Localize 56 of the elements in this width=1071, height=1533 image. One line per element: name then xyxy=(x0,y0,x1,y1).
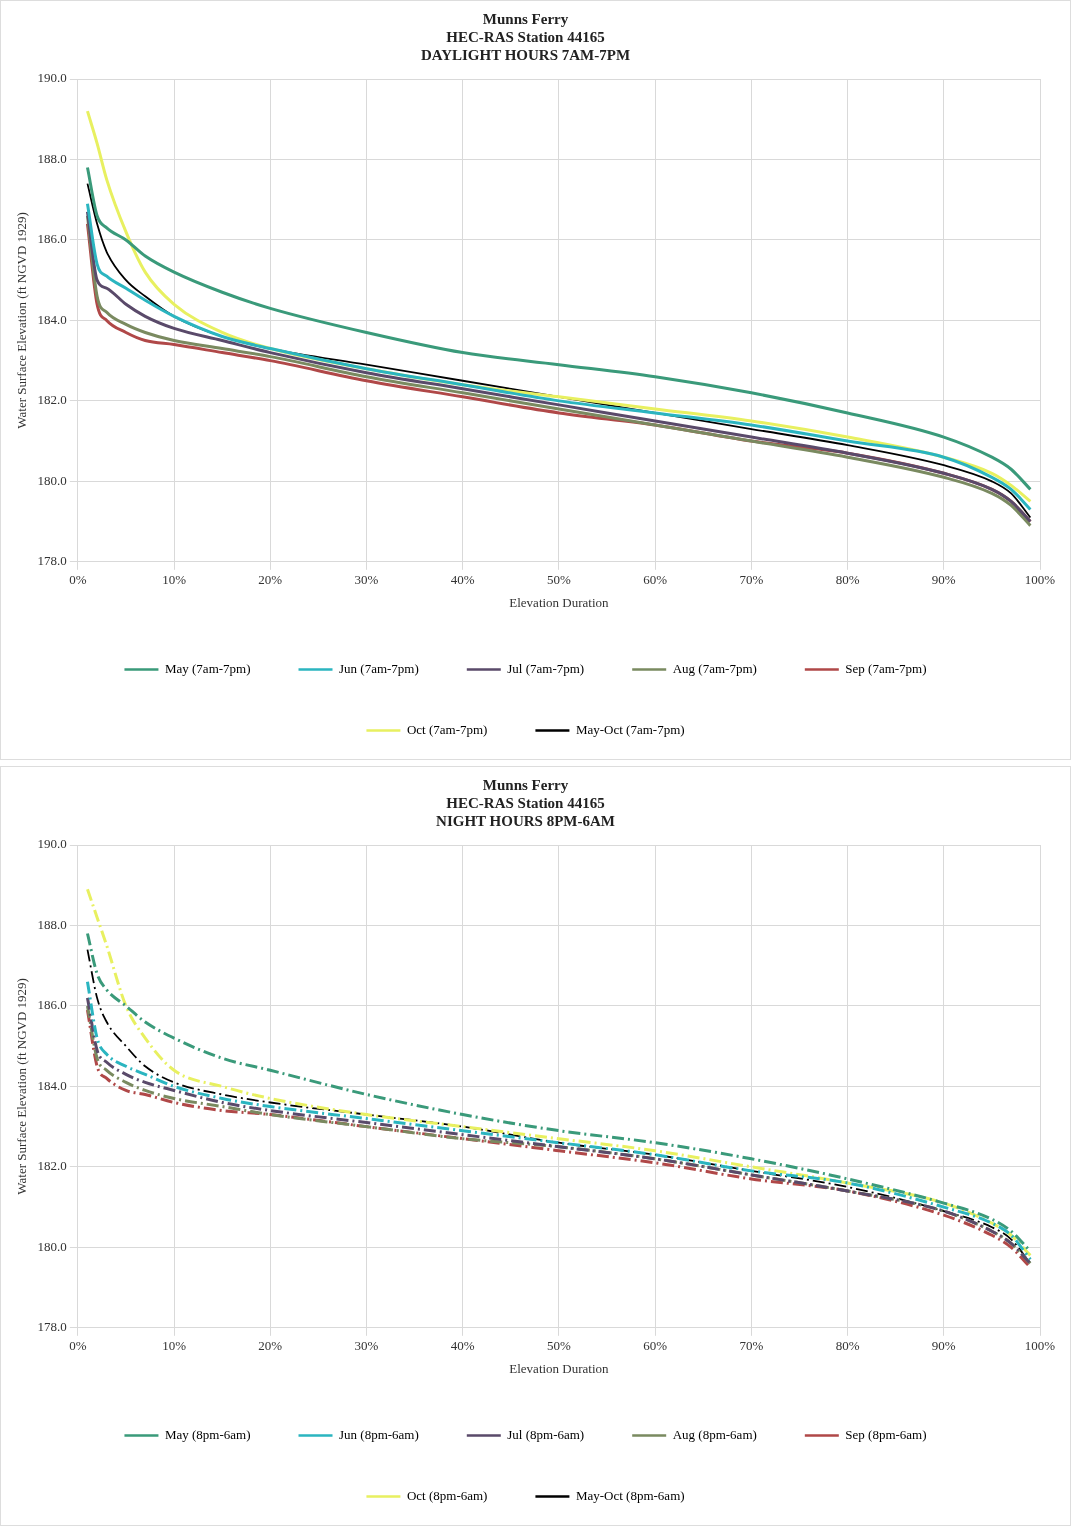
x-axis-title: Elevation Duration xyxy=(509,1360,610,1376)
legend-label: Aug (7am-7pm) xyxy=(672,660,757,676)
y-tick-label: 180.0 xyxy=(37,1238,67,1254)
legend-label: Jul (8pm-6am) xyxy=(507,1426,585,1442)
x-tick-label: 50% xyxy=(547,1338,571,1354)
legend-label: Aug (8pm-6am) xyxy=(672,1426,757,1442)
x-tick-label: 40% xyxy=(450,572,475,588)
y-tick-label: 184.0 xyxy=(37,311,67,327)
x-axis-title: Elevation Duration xyxy=(509,594,610,610)
legend-label: Jun (8pm-6am) xyxy=(339,1426,419,1442)
legend-label: Sep (7am-7pm) xyxy=(845,660,927,676)
chart-title: Munns Ferry HEC-RAS Station 44165 NIGHT HOURS 8PM-6AM xyxy=(436,776,615,829)
x-tick-label: 90% xyxy=(931,572,956,588)
legend-label: May (8pm-6am) xyxy=(164,1426,251,1442)
y-axis-title: Water Surface Elevation (ft NGVD 1929) xyxy=(14,978,30,1195)
legend-label: Oct (7am-7pm) xyxy=(406,721,488,737)
x-tick-label: 0% xyxy=(69,572,87,588)
x-tick-label: 100% xyxy=(1024,1338,1056,1354)
x-tick-label: 30% xyxy=(354,1338,379,1354)
legend-label: May (7am-7pm) xyxy=(164,660,251,676)
x-tick-label: 80% xyxy=(835,572,860,588)
x-tick-label: 20% xyxy=(258,572,283,588)
y-tick-label: 182.0 xyxy=(37,1158,67,1174)
legend-label: Sep (8pm-6am) xyxy=(845,1426,927,1442)
x-tick-label: 0% xyxy=(69,1338,87,1354)
y-tick-label: 178.0 xyxy=(37,553,67,569)
y-axis-title: Water Surface Elevation (ft NGVD 1929) xyxy=(14,212,30,429)
x-tick-label: 80% xyxy=(835,1338,860,1354)
y-tick-label: 186.0 xyxy=(37,231,67,247)
y-tick-label: 182.0 xyxy=(37,392,67,408)
x-tick-label: 10% xyxy=(162,572,187,588)
y-tick-label: 190.0 xyxy=(37,836,67,852)
x-tick-label: 70% xyxy=(739,572,764,588)
legend-label: May-Oct (7am-7pm) xyxy=(575,721,685,737)
legend-label: Jun (7am-7pm) xyxy=(339,660,419,676)
y-tick-label: 190.0 xyxy=(37,70,67,86)
x-tick-label: 50% xyxy=(547,572,571,588)
y-tick-label: 178.0 xyxy=(37,1319,67,1335)
y-tick-label: 180.0 xyxy=(37,472,67,488)
y-tick-label: 186.0 xyxy=(37,997,67,1013)
x-tick-label: 40% xyxy=(450,1338,475,1354)
y-tick-label: 184.0 xyxy=(37,1077,67,1093)
x-tick-label: 30% xyxy=(354,572,379,588)
x-tick-label: 70% xyxy=(739,1338,764,1354)
x-tick-label: 10% xyxy=(162,1338,187,1354)
x-tick-label: 90% xyxy=(931,1338,956,1354)
legend-label: Oct (8pm-6am) xyxy=(406,1487,488,1503)
x-tick-label: 60% xyxy=(643,572,668,588)
x-tick-label: 100% xyxy=(1024,572,1056,588)
x-tick-label: 20% xyxy=(258,1338,283,1354)
legend-label: Jul (7am-7pm) xyxy=(507,660,585,676)
x-tick-label: 60% xyxy=(643,1338,668,1354)
chart-title: Munns Ferry HEC-RAS Station 44165 DAYLIGHT HOURS 7AM-7PM xyxy=(420,10,631,63)
y-tick-label: 188.0 xyxy=(37,150,67,166)
legend-label: May-Oct (8pm-6am) xyxy=(575,1487,685,1503)
y-tick-label: 188.0 xyxy=(37,916,67,932)
